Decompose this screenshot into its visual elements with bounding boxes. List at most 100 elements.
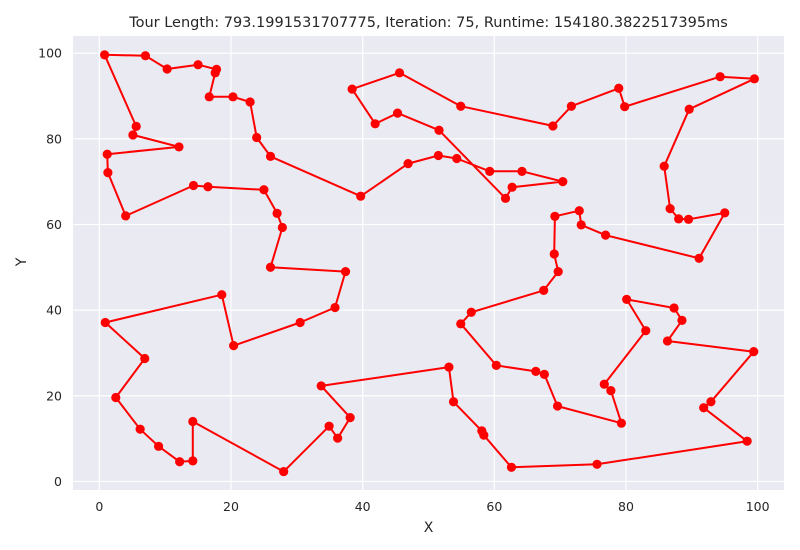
y-tick-label: 0 <box>54 474 62 489</box>
city-point <box>153 441 164 451</box>
city-point <box>558 177 568 187</box>
city-point <box>347 84 357 94</box>
city-point <box>175 457 185 467</box>
city-point <box>677 315 687 325</box>
city-point <box>392 108 403 118</box>
x-tick-label: 0 <box>95 499 103 514</box>
city-point <box>135 424 145 434</box>
city-point <box>210 68 220 78</box>
city-point <box>265 262 276 272</box>
city-point <box>330 302 340 313</box>
city-point <box>614 83 624 93</box>
city-point <box>272 208 282 218</box>
city-point <box>100 50 110 60</box>
city-point <box>742 436 752 446</box>
city-point <box>444 362 454 372</box>
y-tick-label: 60 <box>46 217 62 232</box>
city-point <box>394 68 405 78</box>
city-point <box>111 392 121 403</box>
city-point <box>620 102 630 112</box>
x-tick-label: 100 <box>746 499 770 514</box>
city-point <box>265 151 276 161</box>
city-point <box>103 168 113 178</box>
city-point <box>456 319 466 329</box>
city-point <box>566 101 576 111</box>
city-point <box>252 132 262 143</box>
city-point <box>641 326 651 336</box>
y-tick-label: 100 <box>38 46 62 61</box>
city-point <box>121 211 131 221</box>
city-point <box>665 204 675 214</box>
city-point <box>506 462 517 472</box>
city-point <box>403 159 413 169</box>
city-point <box>279 466 289 477</box>
city-point <box>340 266 351 277</box>
city-point <box>259 185 269 195</box>
y-axis-ticks: 0 20 40 60 80 100 <box>38 46 62 489</box>
city-point <box>599 379 609 389</box>
city-point <box>174 142 184 152</box>
x-axis-ticks: 0 20 40 60 80 100 <box>95 499 769 514</box>
city-point <box>217 290 227 300</box>
city-point <box>229 341 239 351</box>
city-point <box>574 206 584 216</box>
y-tick-label: 20 <box>46 388 62 403</box>
chart-title: Tour Length: 793.1991531707775, Iteratio… <box>128 15 728 31</box>
city-point <box>140 353 150 364</box>
y-axis-label: Y <box>14 257 30 267</box>
city-point <box>433 150 443 161</box>
city-point <box>477 426 487 436</box>
city-point <box>715 72 725 82</box>
city-point <box>592 459 602 469</box>
city-point <box>188 456 198 466</box>
y-tick-label: 80 <box>46 131 62 146</box>
city-point <box>370 119 380 129</box>
city-point <box>706 397 716 407</box>
city-point <box>539 369 549 379</box>
x-axis-label: X <box>424 520 434 536</box>
city-point <box>128 130 138 140</box>
city-point <box>684 104 694 114</box>
city-point <box>616 418 626 428</box>
city-point <box>204 92 214 102</box>
city-point <box>576 220 586 230</box>
city-point <box>549 249 559 259</box>
city-point <box>552 401 563 411</box>
city-point <box>517 166 527 176</box>
city-point <box>228 92 238 102</box>
plot-area <box>73 36 784 490</box>
city-point <box>100 317 110 328</box>
x-tick-label: 80 <box>618 499 634 514</box>
city-point <box>140 51 151 61</box>
city-point <box>548 121 558 131</box>
y-tick-label: 40 <box>46 303 62 318</box>
city-points <box>100 50 759 477</box>
city-point <box>507 182 517 192</box>
city-point <box>683 214 694 224</box>
city-point <box>448 397 459 407</box>
city-point <box>622 294 632 305</box>
city-point <box>694 253 704 263</box>
city-point <box>491 360 501 370</box>
city-point <box>452 153 462 164</box>
city-point <box>188 416 198 427</box>
city-point <box>324 421 334 431</box>
city-point <box>720 208 730 218</box>
city-point <box>162 64 172 74</box>
city-point <box>669 303 679 313</box>
city-point <box>277 222 287 233</box>
grid <box>73 36 784 490</box>
city-point <box>749 74 759 84</box>
city-point <box>193 60 203 70</box>
city-point <box>606 386 616 396</box>
city-point <box>531 366 541 376</box>
city-point <box>295 317 305 328</box>
city-point <box>316 381 326 391</box>
x-tick-label: 60 <box>486 499 502 514</box>
city-point <box>600 230 611 240</box>
x-tick-label: 20 <box>223 499 239 514</box>
city-point <box>539 285 549 296</box>
city-point <box>333 433 343 443</box>
city-point <box>662 336 673 346</box>
